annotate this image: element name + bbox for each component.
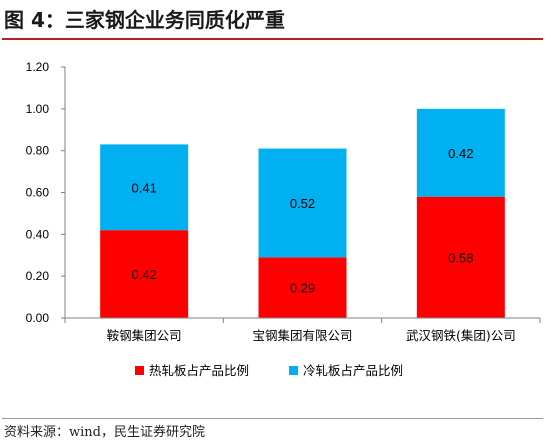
stacked-bar-chart: 0.00 0.20 0.40 0.60 0.80 1.00 1.20 0.42 0.41 0.2… — [26, 60, 541, 378]
bar-segment-cold-rolled — [100, 144, 189, 231]
bars — [100, 108, 505, 318]
data-label: 0.42 — [448, 146, 473, 161]
bar-segment-hot-rolled — [100, 230, 189, 318]
y-axis: 0.00 0.20 0.40 0.60 0.80 1.00 1.20 — [26, 60, 66, 325]
y-tick-label: 0.20 — [26, 269, 50, 283]
data-label: 0.41 — [132, 180, 157, 195]
source-divider — [2, 418, 543, 419]
x-axis: 鞍钢集团公司 宝钢集团有限公司 武汉钢铁(集团)公司 — [64, 317, 541, 343]
source-note: 资料来源：wind，民生证券研究院 — [4, 425, 205, 440]
x-category-label: 鞍钢集团公司 — [107, 328, 182, 343]
legend-swatch — [135, 366, 144, 375]
data-label: 0.42 — [132, 267, 157, 282]
bar-segment-cold-rolled — [258, 148, 347, 258]
legend: 热轧板占产品比例 冷轧板占产品比例 — [135, 363, 403, 378]
legend-label: 冷轧板占产品比例 — [303, 363, 403, 378]
figure-title: 图 4：三家钢企业务同质化严重 — [4, 8, 285, 32]
data-label: 0.52 — [290, 196, 315, 211]
x-category-label: 宝钢集团有限公司 — [252, 328, 352, 343]
bar-segment-hot-rolled — [416, 196, 505, 318]
y-tick-label: 0.40 — [26, 227, 50, 241]
data-label: 0.29 — [290, 281, 315, 296]
bar-segment-cold-rolled — [416, 108, 505, 197]
y-tick-label: 0.00 — [26, 311, 50, 325]
bar-segment-hot-rolled — [258, 257, 347, 318]
data-labels: 0.42 0.41 0.29 0.52 0.58 0.42 — [132, 146, 474, 296]
x-category-label: 武汉钢铁(集团)公司 — [406, 328, 516, 343]
y-tick-label: 1.00 — [26, 102, 50, 116]
y-tick-label: 0.60 — [26, 186, 50, 200]
data-label: 0.58 — [448, 250, 473, 265]
legend-swatch — [289, 366, 298, 375]
y-tick-label: 0.80 — [26, 144, 50, 158]
legend-label: 热轧板占产品比例 — [149, 363, 249, 378]
y-tick-label: 1.20 — [26, 60, 50, 74]
title-divider — [2, 38, 543, 40]
